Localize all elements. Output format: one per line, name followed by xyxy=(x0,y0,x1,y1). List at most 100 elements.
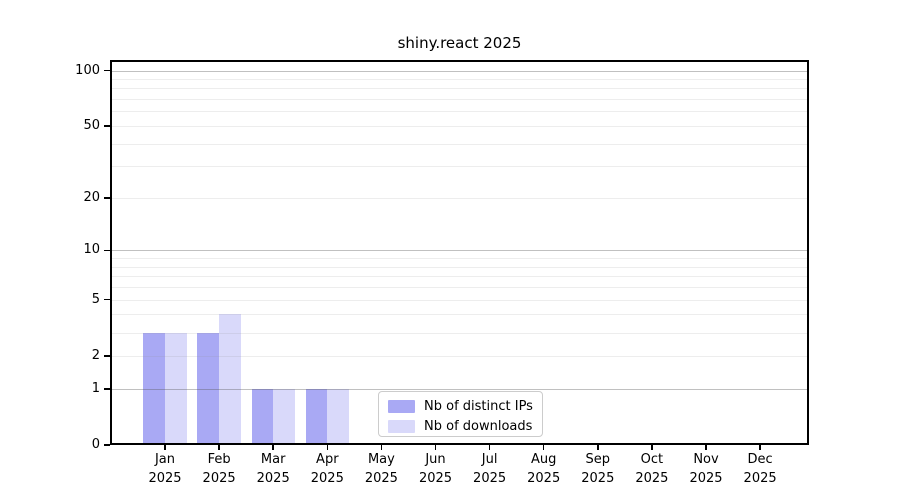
x-tick-label: Jan 2025 xyxy=(133,450,197,488)
x-tick-label-line: Sep xyxy=(585,452,611,467)
x-tick-mark xyxy=(542,445,545,450)
gridline-major xyxy=(110,250,809,252)
x-tick-label-line: 2025 xyxy=(581,471,615,486)
y-tick-label: 20 xyxy=(83,189,100,205)
chart-title: shiny.react 2025 xyxy=(397,34,522,52)
x-tick-mark xyxy=(705,445,707,450)
x-tick-label: Apr 2025 xyxy=(295,450,359,488)
bar-downloads xyxy=(273,388,295,445)
x-tick-label-line: 2025 xyxy=(743,471,777,486)
x-tick-mark xyxy=(759,445,761,450)
y-tick-mark xyxy=(104,125,110,127)
gridline-minor xyxy=(110,258,809,260)
y-tick-label: 100 xyxy=(75,62,100,78)
x-tick-label-line: Jun xyxy=(425,452,446,467)
gridline-major xyxy=(110,70,809,72)
x-tick-label: Feb 2025 xyxy=(187,450,251,488)
y-tick-label: 2 xyxy=(91,347,100,363)
y-tick-label: 10 xyxy=(83,242,100,258)
y-tick-mark xyxy=(104,249,110,252)
x-tick-label-line: 2025 xyxy=(256,471,290,486)
x-tick-label-line: 2025 xyxy=(635,471,669,486)
x-tick-label: Oct 2025 xyxy=(620,450,684,488)
axis-spine-left xyxy=(110,60,112,445)
bar-distinct-ips xyxy=(143,332,165,445)
x-tick-label-line: 2025 xyxy=(689,471,723,486)
bar-distinct-ips xyxy=(305,388,328,445)
gridline-minor xyxy=(110,111,809,113)
x-tick-label: Sep 2025 xyxy=(566,450,630,488)
y-tick-label: 1 xyxy=(91,380,100,396)
bar-downloads xyxy=(165,332,187,445)
x-tick-label-line: 2025 xyxy=(527,471,561,486)
legend-swatch xyxy=(388,400,415,413)
legend-swatch xyxy=(388,420,415,433)
x-tick-label-line: Oct xyxy=(640,452,664,467)
gridline-minor xyxy=(110,166,809,168)
x-tick-label: Nov 2025 xyxy=(674,450,738,488)
x-tick-label-line: 2025 xyxy=(364,471,398,486)
x-tick-label-line: Aug xyxy=(530,452,557,467)
gridline-minor xyxy=(110,355,809,357)
y-tick-mark xyxy=(104,387,110,390)
x-tick-label: Mar 2025 xyxy=(241,450,305,488)
x-tick-label-line: Mar xyxy=(260,452,286,467)
bar-distinct-ips xyxy=(197,332,220,445)
gridline-minor xyxy=(110,88,809,90)
x-tick-label-line: 2025 xyxy=(310,471,344,486)
x-tick-label-line: May xyxy=(367,452,395,467)
x-tick-mark xyxy=(380,445,383,450)
gridline-minor xyxy=(110,197,809,199)
x-tick-label: Jul 2025 xyxy=(458,450,522,488)
x-tick-label-line: Apr xyxy=(316,452,339,467)
gridline-minor xyxy=(110,99,809,101)
gridline-minor xyxy=(110,332,809,334)
x-tick-mark xyxy=(218,445,220,450)
x-tick-mark xyxy=(597,445,599,450)
x-tick-label-line: 2025 xyxy=(418,471,453,486)
gridline-minor xyxy=(110,266,809,268)
axis-spine-top xyxy=(110,60,809,62)
x-tick-label-line: 2025 xyxy=(148,471,182,486)
gridline-minor xyxy=(110,125,809,127)
x-tick-mark xyxy=(651,445,653,450)
axis-spine-right xyxy=(807,60,809,445)
bar-distinct-ips xyxy=(251,388,274,445)
y-tick-label: 50 xyxy=(83,117,100,133)
x-tick-mark xyxy=(272,445,274,450)
x-tick-mark xyxy=(326,445,329,450)
y-tick-mark xyxy=(104,197,110,199)
x-tick-label: Jun 2025 xyxy=(404,450,468,488)
x-tick-mark xyxy=(434,445,437,450)
gridline-major xyxy=(110,388,809,390)
y-tick-mark xyxy=(104,69,110,72)
gridline-minor xyxy=(110,143,809,145)
plot-area xyxy=(110,60,809,450)
x-tick-label-line: 2025 xyxy=(473,471,507,486)
legend-label: Nb of distinct IPs xyxy=(424,399,533,414)
y-tick-mark xyxy=(104,298,110,301)
x-tick-label-line: Feb xyxy=(207,452,231,467)
x-tick-label-line: Nov xyxy=(693,452,719,467)
legend-label: Nb of downloads xyxy=(424,419,533,434)
legend: Nb of distinct IPs Nb of downloads xyxy=(378,391,543,437)
x-tick-mark xyxy=(488,445,491,450)
gridline-minor xyxy=(110,287,809,289)
x-tick-label: Aug 2025 xyxy=(512,450,576,488)
x-tick-label-line: Dec xyxy=(747,452,773,467)
gridline-minor xyxy=(110,314,809,316)
bar-downloads xyxy=(219,314,241,445)
y-tick-label: 5 xyxy=(91,291,100,307)
y-tick-label: 0 xyxy=(91,437,100,452)
x-tick-label: Dec 2025 xyxy=(728,450,792,488)
x-tick-label: May 2025 xyxy=(349,450,413,488)
legend-item: Nb of distinct IPs xyxy=(388,398,533,415)
y-tick-mark xyxy=(104,355,110,357)
y-tick-mark xyxy=(104,444,110,446)
x-tick-label-line: 2025 xyxy=(202,471,236,486)
x-tick-label-line: Jan xyxy=(154,452,176,467)
axis-spine-bottom xyxy=(110,443,809,445)
x-tick-mark xyxy=(164,445,166,450)
gridline-minor xyxy=(110,299,809,301)
